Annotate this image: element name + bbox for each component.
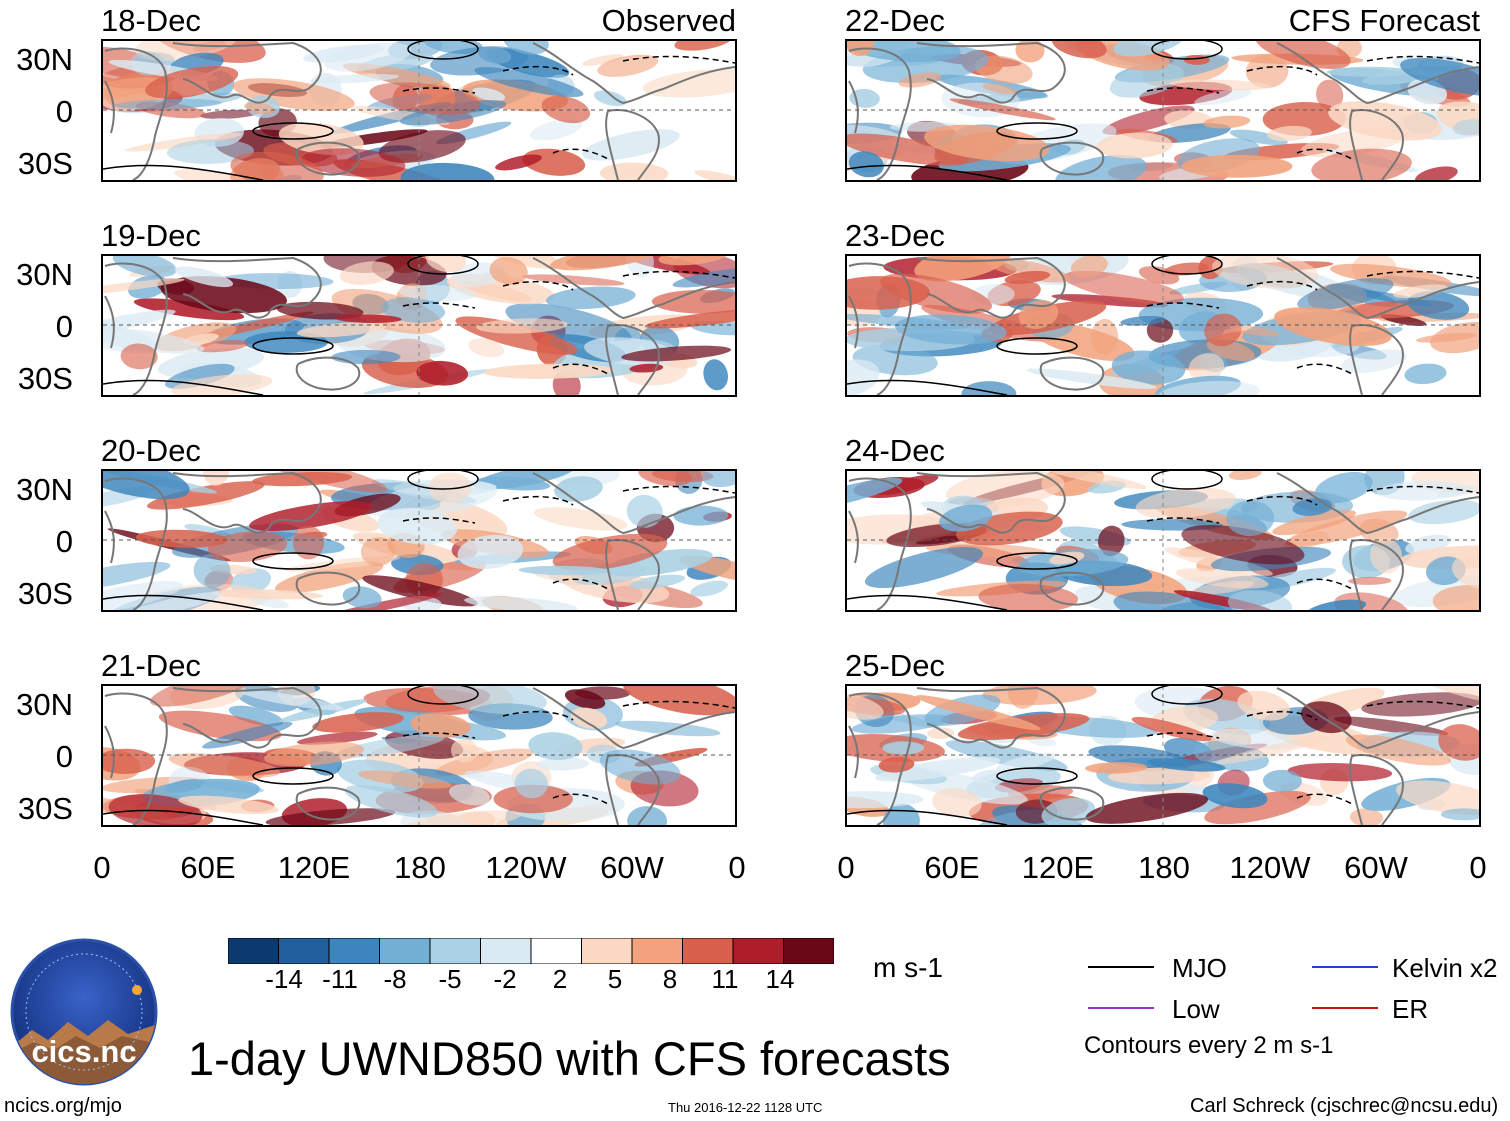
- lon-label: 120E: [277, 850, 351, 885]
- lon-label: 60W: [1344, 850, 1408, 885]
- lat-label: 30N: [16, 687, 73, 722]
- legend-swatch-kelvin: [1312, 966, 1378, 968]
- lat-label: 30S: [17, 576, 73, 611]
- map-panel: [845, 254, 1481, 397]
- panel-date-left-2: 19-Dec: [101, 218, 201, 253]
- map-panel: [101, 469, 737, 612]
- legend-swatch-low: [1088, 1007, 1154, 1009]
- lat-label: 30S: [17, 791, 73, 826]
- panel-date-right-2: 23-Dec: [845, 218, 945, 253]
- colorbar-units: m s-1: [873, 952, 943, 983]
- wind-field: [847, 471, 1479, 610]
- lon-label: 120W: [485, 850, 567, 885]
- colorbar-tick: 2: [552, 964, 568, 994]
- map-panel: [101, 254, 737, 397]
- lon-label: 0: [93, 850, 111, 885]
- wind-field: [847, 686, 1479, 825]
- map-panel: [101, 39, 737, 182]
- observed-title: Observed: [601, 3, 736, 38]
- colorbar-segment: [732, 938, 784, 964]
- logo-text: cics.nc: [31, 1034, 137, 1069]
- lon-label: 0: [728, 850, 746, 885]
- colorbar-tick: 14: [765, 964, 795, 994]
- colorbar-tick: -8: [383, 964, 407, 994]
- colorbar-tick: -11: [322, 964, 358, 994]
- colorbar-tick: -5: [438, 964, 462, 994]
- contour-note: Contours every 2 m s-1: [1084, 1032, 1334, 1059]
- lon-label: 60W: [600, 850, 664, 885]
- map-panel: [101, 684, 737, 827]
- legend-label-mjo: MJO: [1172, 953, 1227, 983]
- colorbar-tick: -14: [265, 964, 303, 994]
- footer-timestamp: Thu 2016-12-22 1128 UTC: [668, 1100, 823, 1115]
- footer-url[interactable]: ncics.org/mjo: [4, 1095, 122, 1117]
- lat-label: 0: [55, 524, 73, 559]
- colorbar-tick: 5: [607, 964, 623, 994]
- lat-label: 30N: [16, 42, 73, 77]
- legend-swatch-mjo: [1088, 966, 1154, 968]
- lon-label: 0: [1469, 850, 1487, 885]
- wind-field: [103, 256, 735, 395]
- legend-label-kelvin: Kelvin x2: [1392, 953, 1498, 983]
- colorbar-segment: [530, 938, 582, 964]
- legend-label-low: Low: [1172, 994, 1220, 1024]
- map-panel: [845, 39, 1481, 182]
- lon-label: 180: [394, 850, 446, 885]
- lat-label: 30N: [16, 472, 73, 507]
- wind-field: [103, 41, 735, 180]
- colorbar-segment: [581, 938, 633, 964]
- lon-label: 180: [1138, 850, 1190, 885]
- panel-date-left-4: 21-Dec: [101, 648, 201, 683]
- colorbar-tick: 11: [711, 964, 739, 994]
- colorbar-tick: -2: [493, 964, 517, 994]
- colorbar-segment: [328, 938, 380, 964]
- lon-label: 120E: [1021, 850, 1095, 885]
- colorbar-segment: [379, 938, 431, 964]
- panel-date-right-3: 24-Dec: [845, 433, 945, 468]
- colorbar-tick: 8: [662, 964, 678, 994]
- logo-graphic: [10, 938, 158, 1086]
- colorbar-segment: [480, 938, 532, 964]
- wind-field: [103, 471, 735, 610]
- wind-field: [847, 256, 1479, 395]
- cics-logo: cics.nc: [10, 938, 158, 1086]
- lat-label: 0: [55, 94, 73, 129]
- footer-author: Carl Schreck (cjschrec@ncsu.edu): [1190, 1095, 1499, 1117]
- lat-label: 0: [55, 739, 73, 774]
- colorbar-segment: [228, 938, 279, 964]
- legend-swatch-er: [1312, 1007, 1378, 1009]
- colorbar-segment: [631, 938, 683, 964]
- lat-label: 30N: [16, 257, 73, 292]
- panel-date-right-1: 22-Dec: [845, 3, 945, 38]
- wind-field: [847, 41, 1479, 180]
- panel-date-left-1: 18-Dec: [101, 3, 201, 38]
- colorbar: [228, 938, 834, 964]
- panel-date-left-3: 20-Dec: [101, 433, 201, 468]
- map-panel: [845, 469, 1481, 612]
- panel-date-right-4: 25-Dec: [845, 648, 945, 683]
- legend-label-er: ER: [1392, 994, 1429, 1024]
- lat-label: 30S: [17, 361, 73, 396]
- lat-label: 0: [55, 309, 73, 344]
- map-panel: [845, 684, 1481, 827]
- main-title: 1-day UWND850 with CFS forecasts: [188, 1032, 951, 1085]
- colorbar-segment: [278, 938, 330, 964]
- colorbar-segment: [682, 938, 734, 964]
- colorbar-segment: [783, 938, 834, 964]
- lon-label: 60E: [180, 850, 236, 885]
- lon-label: 0: [837, 850, 855, 885]
- wind-field: [103, 686, 735, 825]
- lat-label: 30S: [17, 146, 73, 181]
- forecast-title: CFS Forecast: [1288, 3, 1480, 38]
- lon-label: 120W: [1229, 850, 1311, 885]
- colorbar-segment: [429, 938, 481, 964]
- lon-label: 60E: [924, 850, 980, 885]
